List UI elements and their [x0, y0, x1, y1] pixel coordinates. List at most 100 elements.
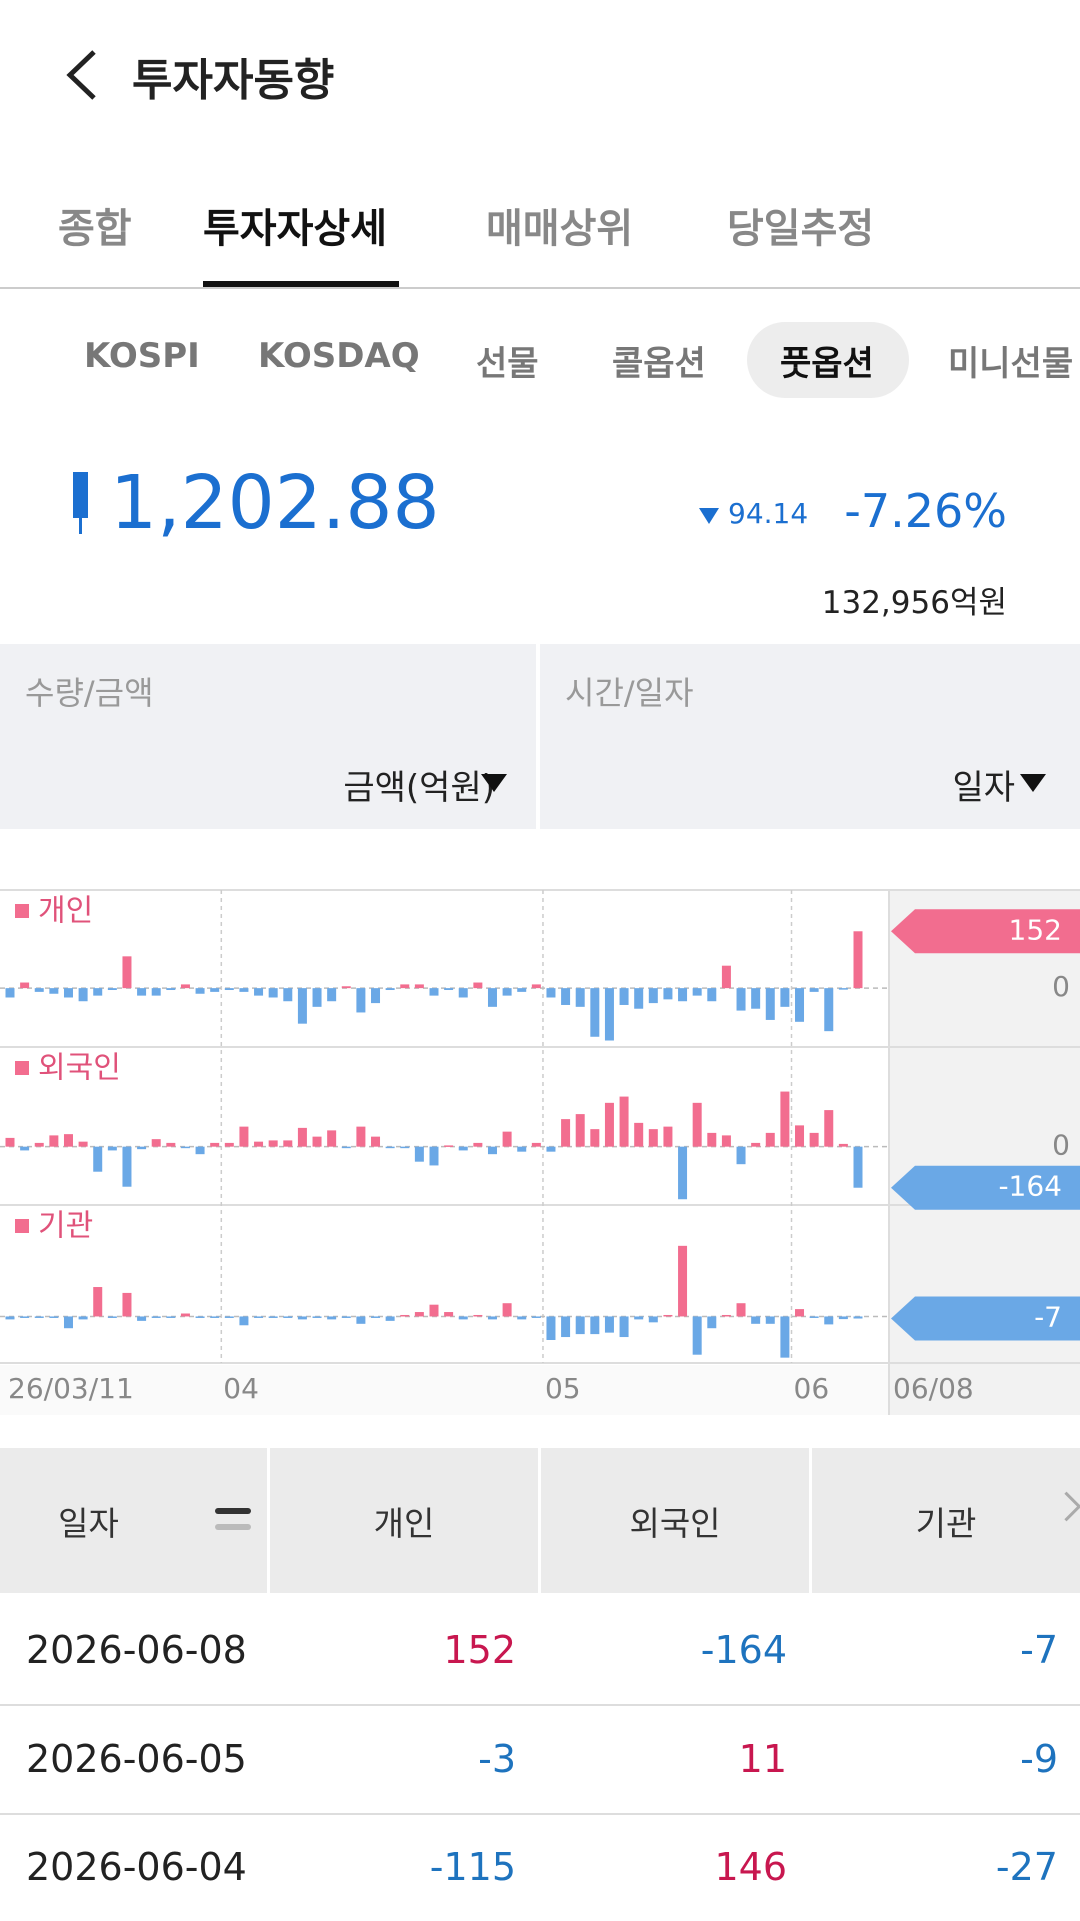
- bar: [663, 1126, 673, 1147]
- bar: [473, 982, 483, 989]
- bar: [34, 988, 44, 992]
- x-tick-label: 05: [545, 1372, 581, 1405]
- bar: [517, 988, 527, 992]
- bar: [619, 1316, 629, 1338]
- bar: [487, 988, 497, 1007]
- filter-label: 수량/금액: [25, 674, 154, 712]
- bar: [20, 1316, 30, 1318]
- date-cell: 2026-06-08: [26, 1628, 247, 1672]
- axis-band: [0, 1365, 889, 1415]
- bar: [166, 1142, 176, 1147]
- bar: [312, 988, 322, 1007]
- bar: [151, 1316, 161, 1318]
- bar: [678, 1146, 688, 1200]
- bar: [254, 988, 264, 996]
- table-header-cell[interactable]: 개인: [270, 1448, 538, 1593]
- bar: [751, 988, 761, 1009]
- bar: [63, 988, 73, 998]
- bar: [107, 988, 117, 991]
- bar: [327, 988, 337, 1002]
- bar: [137, 1316, 147, 1321]
- bar: [239, 1126, 249, 1147]
- table-header-cell[interactable]: 외국인: [541, 1448, 809, 1593]
- bar: [93, 1287, 103, 1317]
- bar: [838, 1316, 848, 1320]
- bar: [809, 988, 819, 992]
- row-divider: [0, 1704, 1080, 1706]
- bar: [648, 1316, 658, 1323]
- bar: [517, 1316, 527, 1320]
- bar: [809, 1132, 819, 1147]
- candle-wick: [79, 516, 82, 534]
- latest-value: -7: [1034, 1301, 1062, 1334]
- filter-value: 금액(억원): [343, 768, 495, 808]
- bar: [224, 988, 234, 991]
- bar: [371, 988, 381, 1004]
- latest-tag: [891, 1296, 1080, 1341]
- bar: [634, 1316, 644, 1320]
- subtab[interactable]: 선물: [476, 344, 539, 384]
- bar: [444, 1145, 454, 1147]
- subtab[interactable]: 콜옵션: [612, 344, 706, 384]
- bar: [254, 1141, 264, 1147]
- subtab[interactable]: KOSDAQ: [258, 336, 420, 376]
- bar: [721, 1135, 731, 1147]
- bar: [853, 1316, 863, 1319]
- x-tick-label: 04: [223, 1372, 259, 1405]
- tab[interactable]: 종합: [58, 206, 132, 252]
- subtab[interactable]: KOSPI: [84, 336, 200, 376]
- sort-icon: [215, 1524, 251, 1530]
- bar: [780, 988, 790, 1007]
- bar: [458, 1146, 468, 1151]
- table-header-cell[interactable]: 기관: [812, 1448, 1080, 1593]
- bar: [107, 1146, 117, 1151]
- bar: [736, 1303, 746, 1317]
- bar: [151, 988, 161, 996]
- bar: [34, 1142, 44, 1147]
- filter-box[interactable]: [0, 644, 536, 829]
- x-tick-label: 06/08: [893, 1372, 974, 1405]
- tab[interactable]: 투자자상세: [203, 206, 387, 252]
- subtab-pill: [747, 322, 909, 398]
- filter-box[interactable]: [540, 644, 1080, 829]
- bar: [151, 1139, 161, 1147]
- subtab[interactable]: 풋옵션: [780, 344, 874, 384]
- bar: [20, 982, 30, 989]
- table-header-cell[interactable]: 일자: [0, 1448, 267, 1593]
- bar: [795, 1309, 805, 1317]
- bar: [166, 1316, 176, 1318]
- bar: [736, 1146, 746, 1165]
- bar: [414, 1146, 424, 1162]
- tab[interactable]: 매매상위: [486, 206, 634, 252]
- subtab[interactable]: 미니선물: [948, 344, 1074, 384]
- latest-tag: [891, 909, 1080, 954]
- bar: [575, 1316, 585, 1335]
- tab[interactable]: 당일추정: [727, 206, 875, 252]
- bar: [297, 1316, 307, 1320]
- column-header: 일자: [58, 1503, 119, 1543]
- bar: [210, 1316, 220, 1318]
- bar: [137, 988, 147, 996]
- bar: [678, 988, 688, 1002]
- bar: [400, 984, 410, 989]
- price: 1,202.88: [110, 460, 440, 546]
- bar: [210, 1142, 220, 1147]
- bar: [517, 1146, 527, 1152]
- dropdown-icon: [481, 774, 507, 792]
- bar: [619, 988, 629, 1005]
- bar: [663, 988, 673, 1000]
- down-triangle: [699, 508, 719, 524]
- bar: [166, 988, 176, 991]
- bar: [824, 988, 834, 1032]
- bar: [385, 1146, 395, 1149]
- bar: [49, 1316, 59, 1318]
- bar: [429, 1304, 439, 1317]
- bar: [137, 1146, 147, 1150]
- bar: [122, 956, 132, 989]
- value-cell: 146: [714, 1845, 787, 1889]
- bar: [487, 1146, 497, 1155]
- bar: [721, 1314, 731, 1317]
- trade-amount: 132,956억원: [821, 585, 1007, 621]
- back-button[interactable]: [60, 48, 104, 102]
- bar: [634, 1122, 644, 1147]
